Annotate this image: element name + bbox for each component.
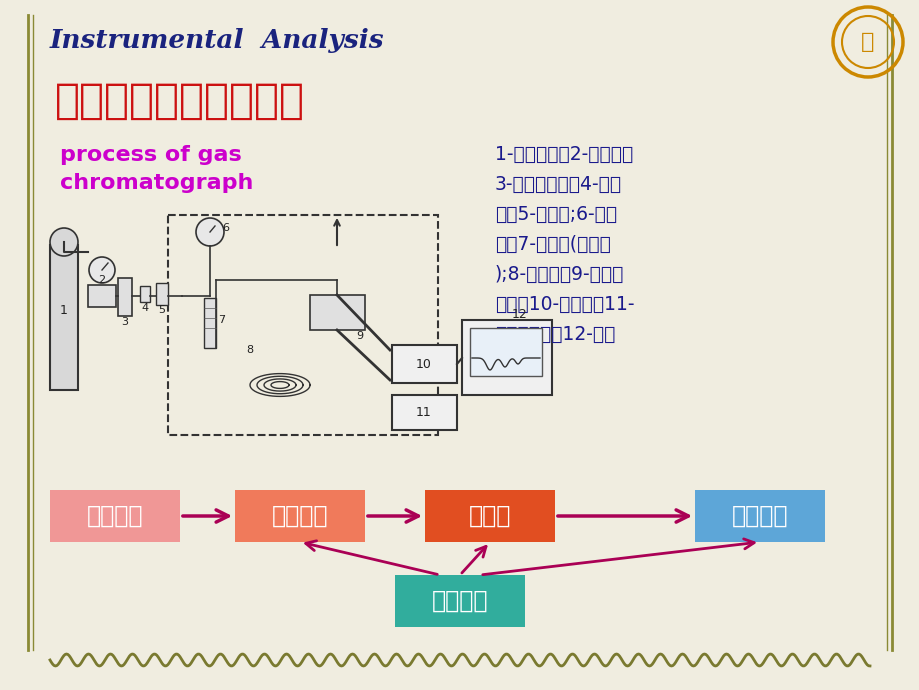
Bar — [425, 490, 554, 542]
Text: 二、气相色谱结构流程: 二、气相色谱结构流程 — [55, 80, 305, 122]
Text: 2: 2 — [98, 275, 106, 285]
Text: 温控系统: 温控系统 — [431, 589, 488, 613]
Text: 6: 6 — [222, 223, 229, 233]
Text: );8-色谱柱；9-热导检: );8-色谱柱；9-热导检 — [494, 265, 624, 284]
Text: 仪；: 仪； — [494, 355, 517, 374]
Text: 1: 1 — [60, 304, 68, 317]
Bar — [461, 320, 551, 395]
Text: 温度控制器；12-记录: 温度控制器；12-记录 — [494, 325, 615, 344]
Bar — [88, 285, 116, 307]
Bar — [694, 490, 824, 542]
Text: 表；7-进样器(汽化室: 表；7-进样器(汽化室 — [494, 235, 610, 254]
Bar — [391, 395, 457, 430]
Text: 餐: 餐 — [860, 32, 874, 52]
Circle shape — [196, 218, 223, 246]
Bar — [168, 215, 437, 435]
Text: Instrumental  Analysis: Instrumental Analysis — [50, 28, 384, 53]
Text: 10: 10 — [415, 357, 431, 371]
Text: 阀；5-流量计;6-压力: 阀；5-流量计;6-压力 — [494, 205, 617, 224]
Text: 8: 8 — [246, 345, 254, 355]
Circle shape — [89, 257, 115, 283]
Bar — [394, 575, 525, 627]
Bar — [50, 245, 78, 390]
Bar — [234, 490, 365, 542]
Bar — [50, 490, 180, 542]
Text: 9: 9 — [356, 331, 363, 341]
Text: 7: 7 — [218, 315, 225, 325]
Bar — [140, 286, 150, 302]
Text: 进样系统: 进样系统 — [271, 504, 328, 528]
Circle shape — [50, 228, 78, 256]
Bar — [470, 328, 541, 376]
Bar — [204, 298, 216, 348]
Text: 柱系统: 柱系统 — [469, 504, 511, 528]
Text: 12: 12 — [512, 308, 528, 322]
Text: process of gas
chromatograph: process of gas chromatograph — [60, 145, 253, 193]
Bar — [310, 295, 365, 330]
Text: 5: 5 — [158, 305, 165, 315]
Text: 11: 11 — [415, 406, 431, 419]
Bar — [118, 278, 131, 316]
Text: 检测系统: 检测系统 — [731, 504, 788, 528]
Bar — [156, 283, 168, 305]
Text: 测器；10-放大器；11-: 测器；10-放大器；11- — [494, 295, 634, 314]
Text: 3: 3 — [121, 317, 129, 327]
Text: 3-净化干燥管；4-针形: 3-净化干燥管；4-针形 — [494, 175, 621, 194]
Text: 1-载气钢瓶；2-减压阀；: 1-载气钢瓶；2-减压阀； — [494, 145, 632, 164]
Text: 载气系统: 载气系统 — [86, 504, 143, 528]
Bar — [391, 345, 457, 383]
Text: 4: 4 — [142, 303, 148, 313]
